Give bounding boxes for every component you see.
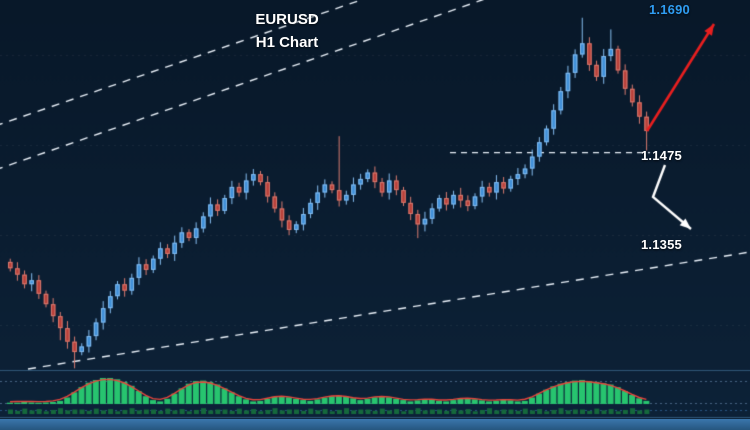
target-price-label: 1.1690 (649, 2, 690, 17)
support-price-label: 1.1355 (641, 237, 682, 252)
symbol-label: EURUSD (255, 11, 319, 28)
resistance-price-label: 1.1475 (641, 148, 682, 163)
chart-title: EURUSD H1 Chart (244, 8, 330, 54)
bottom-strip (0, 419, 750, 430)
timeframe-label: H1 Chart (255, 34, 319, 51)
